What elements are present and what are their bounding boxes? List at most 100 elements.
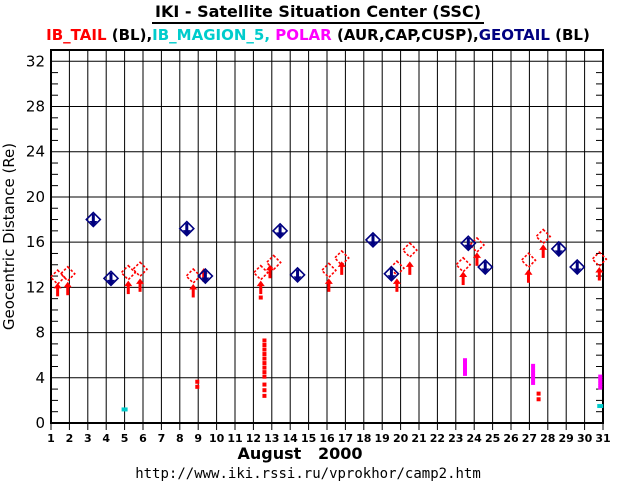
ib-tail-arrow-marker	[189, 283, 198, 290]
ib-tail-diamond-marker	[468, 236, 486, 254]
x-tick-label: 25	[485, 432, 500, 445]
x-tick-label: 17	[338, 432, 353, 445]
x-tick-label: 1	[47, 432, 55, 445]
ib-tail-arrow-marker	[268, 269, 272, 279]
geotail-diamond-marker	[569, 258, 586, 276]
ib-tail-diamond-marker	[59, 265, 76, 282]
x-tick-label: 3	[84, 432, 92, 445]
legend: IB_TAIL (BL),IB_MAGION_5, POLAR (AUR,CAP…	[0, 26, 636, 44]
x-tick-label: 2	[66, 432, 74, 445]
ib-tail-dot-marker	[258, 295, 263, 300]
legend-segment: (AUR,CAP,CUSP),	[331, 26, 479, 44]
geotail-diamond-marker	[460, 235, 477, 252]
x-tick-label: 21	[411, 432, 426, 445]
ib-tail-dot-marker	[262, 370, 267, 375]
ib-tail-arrow-marker	[202, 272, 206, 282]
geotail-diamond-marker	[477, 258, 494, 276]
ib-tail-arrow-marker	[459, 271, 468, 278]
ib-tail-dot-marker	[262, 393, 267, 398]
ib-tail-dot-marker	[262, 356, 267, 361]
y-tick-label: 8	[35, 324, 45, 342]
polar-dot-marker	[598, 379, 603, 383]
ib-tail-arrow-marker	[327, 282, 331, 292]
geotail-diamond-marker	[102, 270, 120, 287]
geotail-diamond-marker	[483, 261, 487, 270]
geotail-diamond-marker	[278, 225, 282, 234]
geotail-diamond-marker	[293, 276, 302, 282]
geotail-diamond-marker	[178, 220, 195, 237]
x-tick-label: 14	[283, 432, 299, 445]
polar-dot-marker	[598, 376, 603, 380]
polar-dot-marker	[531, 369, 536, 373]
ib-tail-diamond-marker	[388, 260, 406, 277]
y-tick-label: 24	[26, 143, 45, 161]
geotail-diamond-marker	[364, 231, 382, 249]
polar-dot-marker	[463, 365, 467, 369]
ib-tail-arrow-marker	[66, 286, 70, 296]
ib-tail-arrow-marker	[53, 282, 62, 289]
page-title: IKI - Satellite Situation Center (SSC)	[0, 2, 636, 24]
ib-tail-arrow-marker	[524, 269, 533, 275]
x-tick-label: 13	[264, 432, 279, 445]
ib-tail-arrow-marker	[256, 280, 265, 287]
y-tick-label: 16	[26, 233, 45, 251]
polar-dot-marker	[598, 381, 603, 385]
polar-dot-marker	[463, 370, 467, 374]
y-axis-title: Geocentric Distance (Re)	[0, 143, 18, 330]
geotail-diamond-marker	[182, 230, 191, 236]
geotail-diamond-marker	[557, 243, 561, 252]
ib-tail-dot-marker	[262, 347, 267, 352]
x-tick-label: 16	[319, 432, 335, 445]
geotail-diamond-marker	[271, 222, 289, 239]
x-tick-label: 4	[102, 432, 110, 445]
ib-tail-arrow-marker	[324, 278, 333, 284]
geotail-diamond-marker	[550, 240, 567, 258]
ib-tail-arrow-marker	[541, 248, 545, 258]
geotail-diamond-marker	[369, 241, 377, 247]
x-tick-label: 19	[375, 432, 390, 445]
polar-dot-marker	[531, 366, 536, 370]
page-title-text: IKI - Satellite Situation Center (SSC)	[152, 2, 484, 24]
ib-tail-arrow-marker	[526, 273, 530, 283]
x-tick-label: 20	[393, 432, 409, 445]
geotail-diamond-marker	[554, 250, 563, 256]
geotail-diamond-marker	[201, 277, 210, 283]
x-tick-label: 6	[139, 432, 147, 445]
x-tick-label: 15	[301, 432, 316, 445]
ib-tail-dot-marker	[195, 379, 200, 384]
geotail-diamond-marker	[197, 267, 214, 285]
ib-magion-5-dot-marker	[597, 404, 604, 409]
ib-tail-arrow-marker	[408, 265, 412, 275]
ib-tail-arrow-marker	[340, 265, 344, 275]
x-tick-label: 28	[540, 432, 555, 445]
x-tick-label: 18	[356, 432, 371, 445]
ib-tail-dot-marker	[536, 397, 541, 402]
polar-dot-marker	[598, 386, 603, 390]
ib-tail-diamond-marker	[252, 264, 269, 281]
legend-segment: (BL)	[549, 26, 590, 44]
ib-tail-arrow-marker	[405, 261, 414, 267]
x-tick-label: 8	[176, 432, 184, 445]
geotail-diamond-marker	[389, 268, 393, 277]
geotail-diamond-marker	[575, 261, 579, 270]
x-tick-label: 23	[448, 432, 463, 445]
legend-segment: IB_TAIL	[46, 26, 107, 44]
y-tick-label: 0	[35, 414, 45, 432]
ib-tail-arrow-marker	[461, 276, 465, 286]
ib-tail-arrow-marker	[597, 271, 601, 281]
geotail-diamond-marker	[185, 223, 189, 232]
legend-segment: POLAR	[275, 26, 332, 44]
polar-dot-marker	[463, 360, 467, 364]
ib-tail-arrow-marker	[595, 267, 604, 273]
ib-tail-dot-marker	[262, 338, 267, 343]
x-tick-label: 10	[209, 432, 225, 445]
ib-tail-diamond-marker	[185, 267, 202, 285]
x-tick-label: 29	[559, 432, 574, 445]
ib-tail-diamond-marker	[520, 252, 537, 269]
ib-tail-diamond-marker	[591, 250, 608, 268]
ib-tail-diamond-marker	[455, 256, 472, 273]
ib-tail-dot-marker	[195, 384, 200, 389]
ib-tail-arrow-marker	[475, 256, 479, 266]
geotail-diamond-marker	[89, 221, 98, 227]
